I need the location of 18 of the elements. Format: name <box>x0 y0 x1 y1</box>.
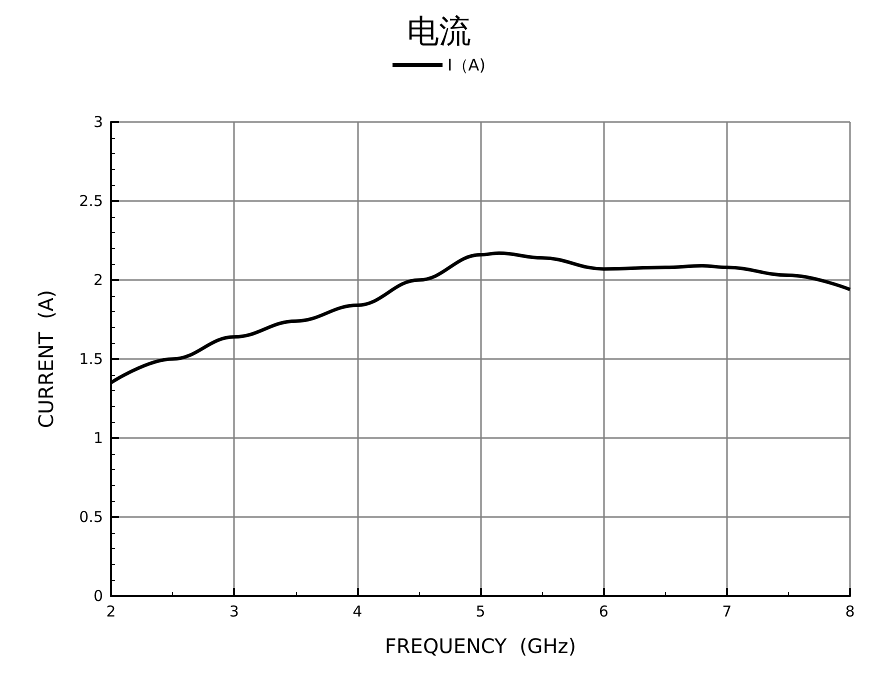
x-axis-title: FREQUENCY (GHz) <box>384 634 576 658</box>
legend-label: I（A) <box>448 56 486 74</box>
x-tick-label: 7 <box>722 602 732 620</box>
x-tick-label: 4 <box>352 602 362 620</box>
y-tick-label: 0.5 <box>79 508 103 526</box>
chart-title: 电流 <box>407 12 471 50</box>
y-tick-label: 0 <box>93 587 103 605</box>
y-tick-label: 1 <box>93 429 103 447</box>
x-tick-label: 8 <box>845 602 855 620</box>
y-tick-label: 2 <box>93 271 103 289</box>
x-tick-label: 6 <box>598 602 608 620</box>
y-axis-title: CURRENT (A) <box>34 290 58 428</box>
x-tick-label: 2 <box>106 602 116 620</box>
y-tick-label: 3 <box>93 113 103 131</box>
x-tick-label: 3 <box>229 602 239 620</box>
y-tick-label: 2.5 <box>79 192 103 210</box>
y-tick-label: 1.5 <box>79 350 103 368</box>
x-tick-label: 5 <box>476 602 486 620</box>
